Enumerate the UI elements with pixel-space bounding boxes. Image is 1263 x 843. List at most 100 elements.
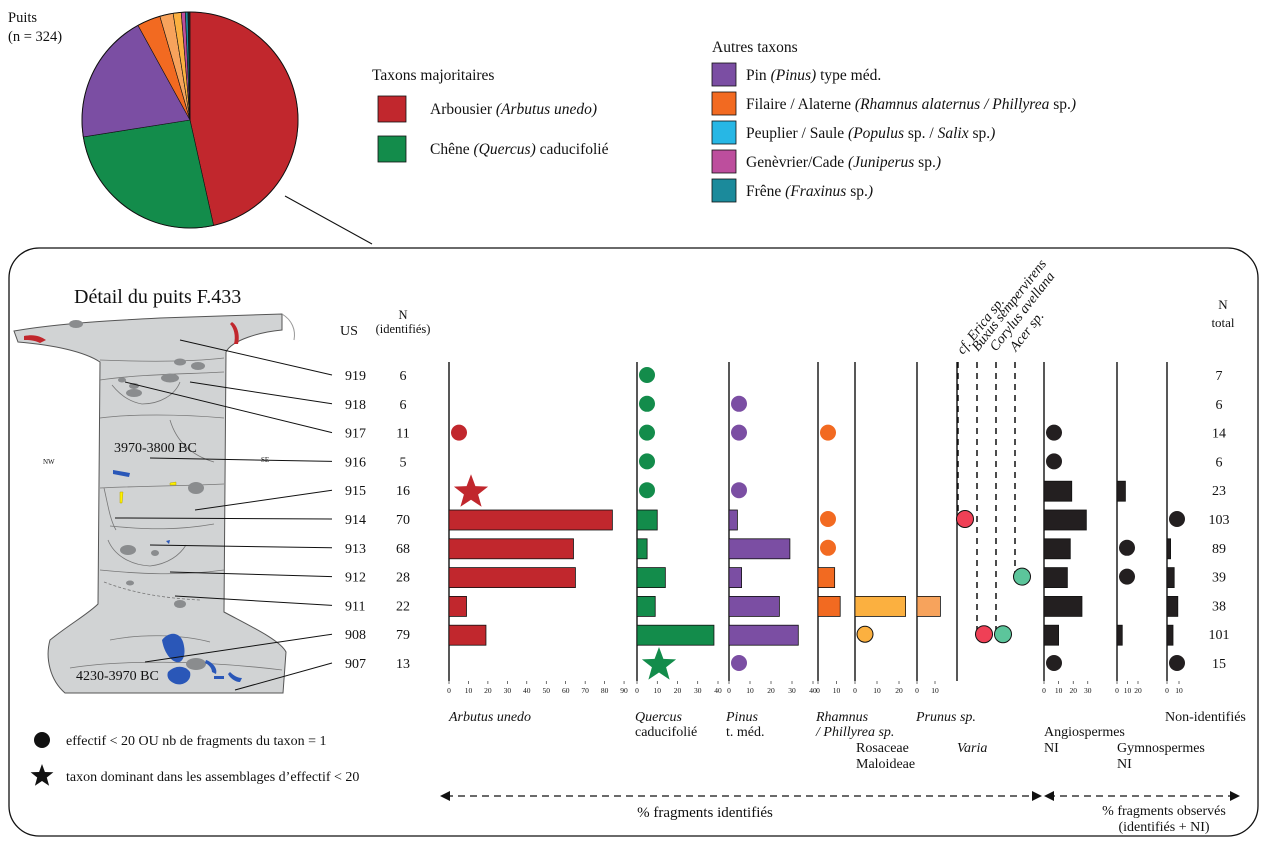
presence-dot [639,395,655,412]
us-leader-line [149,544,333,549]
detail-panel-frame [8,247,1259,837]
axis-tick-label: 10 [746,686,754,695]
legend-major-title: Taxons majoritaires [372,67,494,84]
legend-other-label: Peuplier / Saule (Populus sp. / Salix sp… [746,125,995,142]
us-leader-line [124,381,333,434]
axis-tick-label: 40 [809,686,817,695]
dominant-star [453,474,489,507]
us-label: 914 [345,513,366,528]
column-arbutus-unedo: 0 10 20 30 40 50 60 70 80 90 [447,362,628,695]
us-label: 919 [345,369,366,384]
axis-tick-label: 0 [1115,686,1119,695]
axis-tick-label: 10 [654,686,662,695]
legend-major-label: Chêne (Quercus) caducifolié [430,141,609,158]
axis-tick-label: 0 [816,686,820,695]
axis-tick-label: 10 [1055,686,1063,695]
legend-dot-text: effectif < 20 OU nb de fragments du taxo… [66,734,326,749]
n-identified-value: 79 [396,628,410,643]
n-identified-value: 11 [396,427,409,442]
axis-tick-label: 0 [1165,686,1169,695]
axis-tick-label: 10 [873,686,881,695]
axis-tick-label: 10 [931,686,939,695]
data-bar [916,596,941,617]
us-leader-lines [114,339,333,691]
n-total-value: 23 [1212,484,1226,499]
us-label: 917 [345,427,366,442]
legend-star-text: taxon dominant dans les assemblages d’ef… [66,770,359,785]
data-bar [1116,624,1123,646]
axis-tick-label: 0 [447,686,451,695]
presence-dot [1169,511,1185,527]
legend-other-title: Autres taxons [712,39,798,56]
col-label-phillyrea: / Phillyrea sp. [815,725,894,740]
axis-tick-label: 10 [1124,686,1132,695]
panel-title: Détail du puits F.433 [74,286,241,308]
legend-other-swatch [711,62,737,87]
data-bar [1166,624,1174,646]
legend-major-label: Arbousier (Arbutus unedo) [430,101,597,118]
row-labels: 919 6 7 918 6 6 917 11 14 916 5 6 915 16 23 914 70 103 913… [345,369,1230,672]
data-bar [1166,567,1175,588]
presence-dot [1046,424,1062,441]
us-leader-line [179,339,333,376]
axis-tick-label: 20 [767,686,775,695]
data-bar [448,509,613,531]
dominant-star [641,647,677,680]
presence-dot [731,395,747,412]
data-bar [636,596,656,617]
legend-other: Pin (Pinus) type méd. Filaire / Alaterne … [711,62,1076,203]
n-total-value: 38 [1212,599,1226,614]
data-bar [636,538,648,560]
data-bar [728,538,791,560]
axis-arrow-identified [440,791,1042,801]
n-identified-value: 16 [396,484,410,499]
column-rhamnus-phillyrea-sp-: 0 10 [816,362,841,695]
axis-tick-label: 30 [694,686,702,695]
axis-arrow-observed [1044,791,1240,801]
presence-dot [1119,568,1135,585]
us-leader-line [174,595,333,606]
n-total-value: 89 [1212,542,1226,557]
axis-tick-label: 10 [833,686,841,695]
presence-dot [639,367,655,383]
varia-dot [975,625,993,644]
us-label: 916 [345,455,366,470]
presence-dot [639,482,655,499]
axis-tick-label: 10 [1175,686,1183,695]
axis-tick-label: 0 [1042,686,1046,695]
legend-other-swatch [711,149,737,174]
well-section-drawing: NW SE 3970-3800 BC 4230-3970 BC [13,313,295,694]
col-label-quercus: Quercus [635,710,682,725]
axis-tick-label: 20 [674,686,682,695]
date-label-lower: 4230-3970 BC [76,669,159,684]
legend-major: Arbousier (Arbutus unedo) Chêne (Quercus)… [377,95,609,163]
presence-dot [820,539,836,556]
us-leader-line [169,571,333,578]
n-identified-value: 6 [400,369,407,384]
data-bar [636,567,666,588]
axis-tick-label: 90 [620,686,628,695]
n-total-value: 14 [1212,427,1226,442]
presence-dot [731,482,747,499]
n-total-value: 103 [1209,513,1230,528]
data-bar [1043,509,1087,531]
presence-dot [1046,453,1062,470]
n-identified-value: 5 [400,455,407,470]
n-identified-value: 28 [396,571,410,586]
col-label-pinus: Pinus [725,710,758,725]
col-label-pinus-2: t. méd. [726,725,765,740]
n-total-value: 6 [1216,398,1223,413]
data-bar [1166,596,1179,617]
column-prunus-sp-: 0 10 [915,362,941,695]
data-bar [1043,624,1060,646]
us-label: 911 [345,599,365,614]
n-identified-value: 68 [396,542,410,557]
data-bar [1116,480,1126,502]
legend-other-label: Pin (Pinus) type méd. [746,67,881,84]
column-non-identifi-s: 0 10 [1165,362,1185,695]
data-bar [728,567,743,588]
pie-chart [81,11,299,229]
nw-label: NW [43,458,55,466]
us-leader-line [234,662,333,691]
